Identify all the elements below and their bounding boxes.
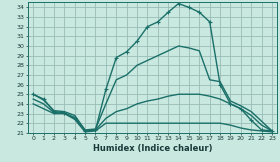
- X-axis label: Humidex (Indice chaleur): Humidex (Indice chaleur): [93, 144, 212, 153]
